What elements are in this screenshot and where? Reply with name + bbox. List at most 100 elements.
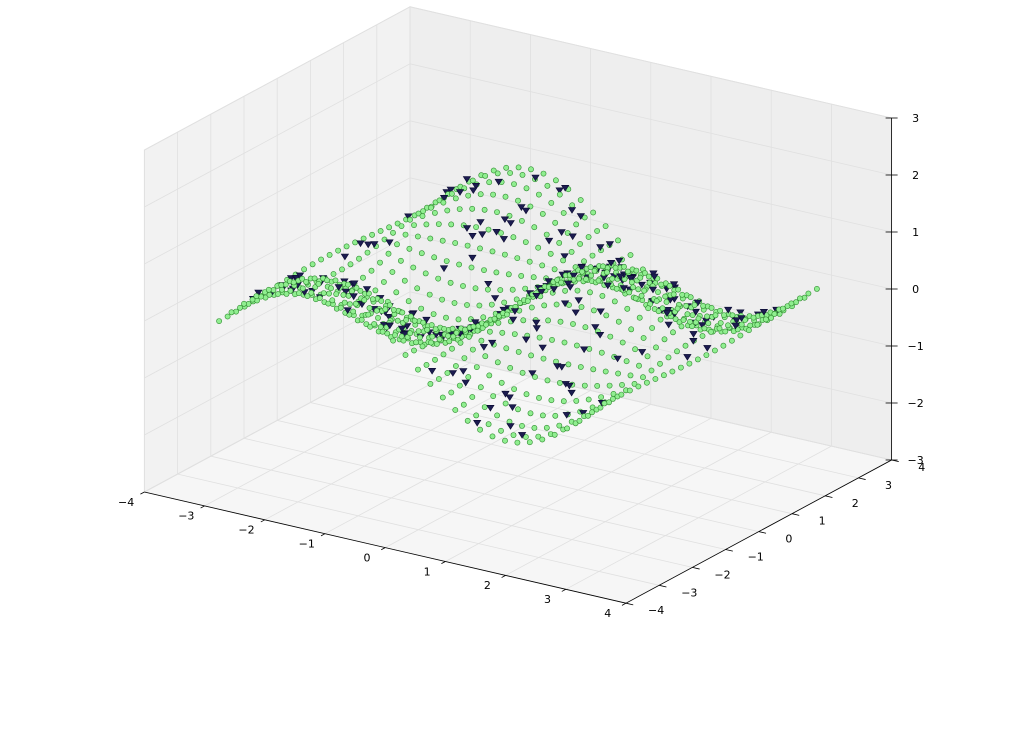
data-point-triangle [606, 259, 616, 267]
data-point-triangle [596, 244, 605, 251]
data-point-circle [640, 374, 646, 381]
data-point-triangle [364, 241, 373, 249]
data-point-circle [290, 279, 297, 286]
data-point-circle [432, 326, 439, 332]
data-point-triangle [626, 275, 635, 282]
data-point-circle [416, 334, 423, 341]
data-point-triangle [499, 236, 509, 243]
data-point-triangle [579, 346, 589, 354]
data-point-circle [333, 291, 340, 297]
data-point-circle [674, 348, 680, 355]
data-point-circle [363, 321, 370, 327]
data-point-triangle [478, 231, 487, 239]
z-tick-label: 0 [912, 283, 919, 296]
data-point-circle [364, 249, 371, 256]
data-point-circle [551, 431, 558, 438]
data-point-circle [473, 224, 479, 230]
x-tick-label: 2 [484, 579, 491, 592]
data-point-circle [530, 274, 537, 281]
data-point-triangle [350, 280, 359, 288]
data-point-circle [621, 276, 628, 282]
data-point-circle [687, 294, 694, 301]
data-point-triangle [616, 273, 625, 281]
data-point-circle [436, 336, 443, 343]
data-point-circle [494, 412, 500, 419]
data-point-circle [402, 231, 409, 238]
data-point-circle [585, 396, 592, 403]
data-point-circle [465, 374, 472, 380]
data-point-circle [581, 258, 587, 265]
data-point-circle [805, 290, 812, 297]
data-point-circle [588, 272, 595, 279]
data-point-triangle [567, 389, 576, 397]
data-point-triangle [557, 229, 566, 236]
data-point-circle [343, 243, 350, 250]
data-point-circle [418, 250, 425, 257]
data-point-circle [368, 267, 375, 274]
data-point-circle [407, 313, 414, 320]
data-point-circle [295, 290, 302, 296]
data-point-triangle [549, 286, 559, 293]
x-tick-mark [260, 519, 265, 523]
data-point-circle [266, 291, 273, 298]
data-point-circle [602, 368, 609, 375]
data-point-circle [444, 370, 451, 376]
data-point-triangle [567, 207, 577, 214]
data-point-circle [678, 323, 685, 330]
data-point-circle [615, 318, 622, 325]
data-point-circle [501, 299, 508, 306]
data-point-triangle [683, 354, 692, 361]
data-point-circle [427, 235, 434, 242]
data-point-circle [543, 231, 550, 238]
data-point-circle [420, 319, 427, 326]
data-point-triangle [595, 331, 605, 339]
y-tick-mark [692, 567, 700, 570]
data-point-circle [734, 326, 741, 333]
data-point-circle [540, 412, 546, 419]
data-point-circle [335, 247, 341, 254]
y-tick-label: 0 [785, 533, 792, 546]
data-point-circle [241, 300, 247, 307]
data-point-circle [722, 328, 729, 335]
data-point-circle [393, 289, 400, 296]
data-point-circle [481, 267, 487, 273]
data-point-triangle [490, 295, 500, 302]
data-point-circle [659, 305, 666, 312]
data-point-circle [604, 269, 610, 276]
x-tick-label: −4 [118, 496, 134, 509]
data-point-circle [237, 304, 243, 311]
data-point-circle [435, 221, 442, 227]
data-point-circle [278, 282, 285, 288]
data-point-circle [406, 245, 413, 252]
data-point-circle [507, 170, 513, 176]
data-point-circle [419, 213, 426, 219]
data-point-circle [642, 270, 648, 276]
data-point-circle [518, 272, 525, 279]
data-point-circle [522, 239, 529, 245]
data-point-circle [686, 360, 693, 367]
data-point-triangle [650, 273, 659, 281]
data-point-circle [628, 279, 635, 286]
data-point-circle [631, 380, 638, 387]
data-point-circle [725, 322, 731, 329]
data-point-circle [326, 290, 332, 297]
data-point-circle [658, 281, 665, 288]
data-point-circle [562, 287, 568, 294]
data-point-circle [746, 327, 752, 334]
data-point-circle [490, 393, 497, 399]
data-point-circle [627, 387, 633, 394]
data-point-circle [303, 278, 309, 285]
data-point-triangle [698, 322, 707, 329]
data-point-circle [653, 344, 659, 351]
x-tick-label: −3 [178, 510, 194, 523]
data-point-circle [547, 250, 554, 257]
data-point-circle [763, 316, 769, 323]
data-point-circle [514, 255, 521, 261]
data-point-circle [635, 286, 642, 293]
data-point-circle [587, 289, 593, 296]
data-point-triangle [544, 278, 553, 285]
data-point-circle [632, 295, 639, 302]
data-point-circle [439, 394, 446, 401]
y-tick-label: 4 [918, 461, 925, 474]
data-point-triangle [564, 280, 573, 288]
